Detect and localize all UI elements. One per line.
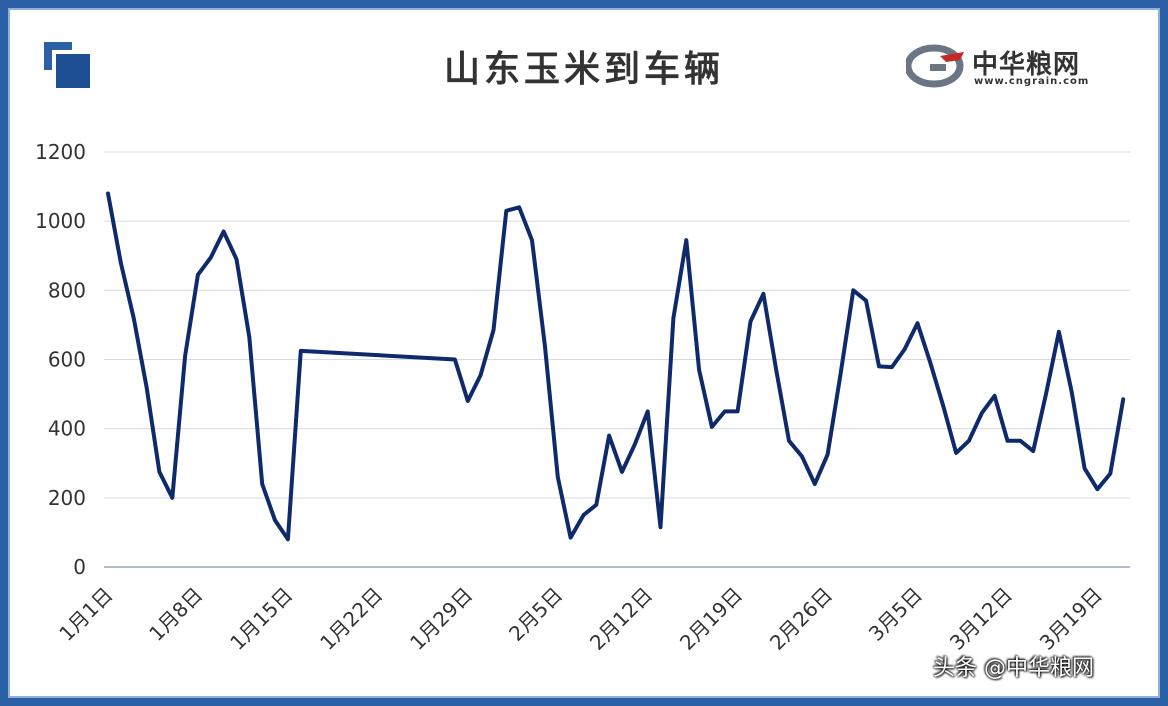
cngrain-logo-icon [906,44,964,88]
x-tick-label: 3月12日 [945,583,1017,655]
y-tick-label: 600 [48,348,86,372]
y-tick-label: 200 [48,486,86,510]
y-tick-label: 800 [48,278,86,302]
y-tick-label: 0 [73,555,86,579]
series-line [106,191,1126,542]
plot-area [104,146,1134,571]
x-tick-label: 2月19日 [675,583,747,655]
x-tick-label: 1月22日 [315,583,387,655]
corner-logo-icon [44,42,90,88]
x-tick-label: 1月15日 [225,583,297,655]
x-tick-label: 2月26日 [765,583,837,655]
brand-name: 中华粮网 [972,50,1081,80]
x-tick-label: 1月29日 [405,583,477,655]
x-tick-label: 3月5日 [864,583,927,646]
x-tick-label: 1月1日 [54,583,117,646]
x-tick-label: 2月12日 [585,583,657,655]
brand-url: www.cngrain.com [974,76,1090,87]
x-tick-label: 1月8日 [144,583,207,646]
y-tick-label: 400 [48,417,86,441]
chart-title: 山东玉米到车辆 [443,49,724,90]
x-tick-label: 3月19日 [1035,583,1107,655]
y-tick-label: 1000 [35,209,86,233]
source-watermark: 头条 @中华粮网 [933,656,1094,681]
brand-logo: 中华粮网 www.cngrain.com [906,42,1136,94]
x-tick-label: 2月5日 [504,583,567,646]
y-tick-label: 1200 [35,140,86,164]
